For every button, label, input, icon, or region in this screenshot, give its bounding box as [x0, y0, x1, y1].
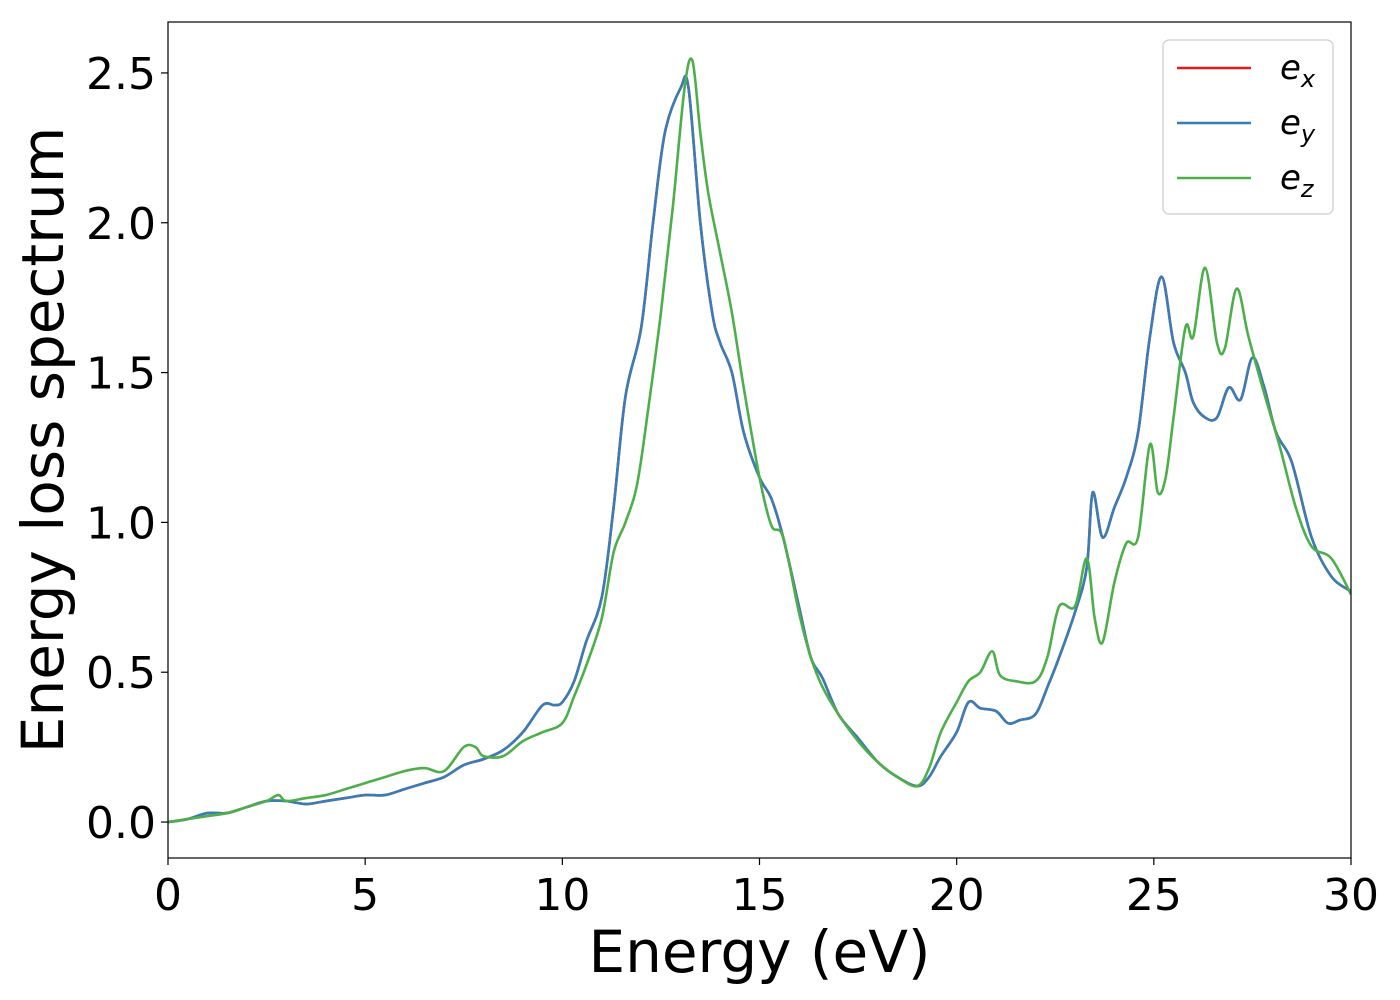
y-tick-label: 2.5 — [86, 49, 156, 100]
y-tick-label: 1.0 — [86, 498, 156, 549]
x-axis-ticks: 0 5 10 15 20 25 30 — [154, 858, 1379, 921]
legend-label-ex: ex — [1280, 48, 1316, 93]
y-tick-label: 2.0 — [86, 199, 156, 250]
x-tick-label: 10 — [534, 870, 590, 921]
y-tick-label: 0.5 — [86, 648, 156, 699]
series-line-ez — [168, 57, 1351, 824]
y-tick-label: 0.0 — [86, 798, 156, 849]
y-tick-label: 1.5 — [86, 349, 156, 400]
x-tick-label: 20 — [929, 870, 985, 921]
x-axis-label: Energy (eV) — [588, 918, 930, 986]
legend-label-ez: ez — [1280, 158, 1315, 203]
y-axis-label: Energy loss spectrum — [9, 127, 77, 753]
plot-lines — [168, 57, 1351, 824]
x-tick-label: 15 — [732, 870, 788, 921]
x-tick-label: 25 — [1126, 870, 1182, 921]
legend-label-ey: ey — [1280, 103, 1316, 148]
x-tick-label: 0 — [154, 870, 182, 921]
x-tick-label: 30 — [1323, 870, 1379, 921]
legend-box — [1162, 39, 1334, 215]
y-axis-ticks: 0.0 0.5 1.0 1.5 2.0 2.5 — [86, 49, 168, 849]
legend: ex ey ez — [1162, 39, 1334, 215]
x-tick-label: 5 — [351, 870, 379, 921]
